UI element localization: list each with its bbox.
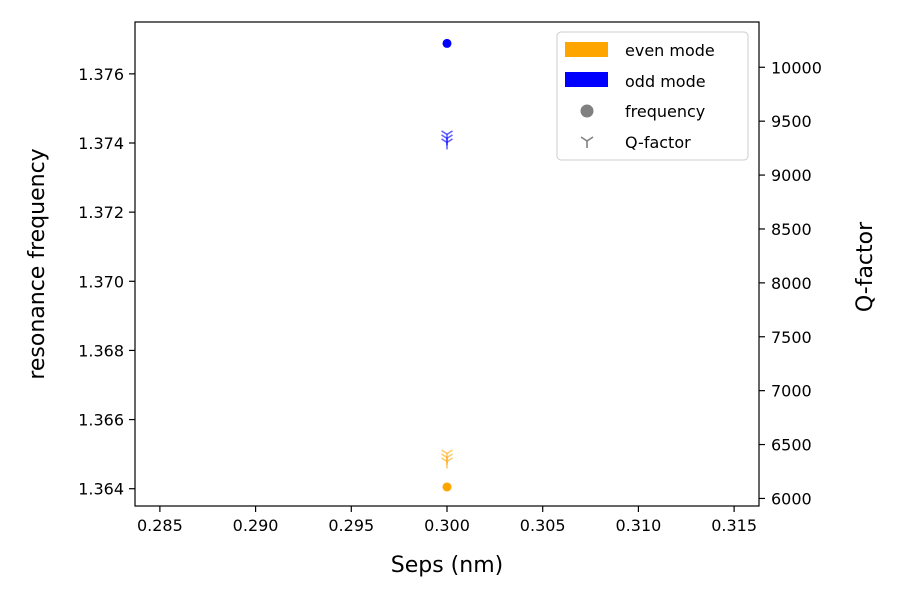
y-tick-label: 1.364 xyxy=(78,480,124,499)
legend-swatch-odd-mode xyxy=(565,72,608,87)
y2-tick-label: 7500 xyxy=(771,328,812,347)
y2-tick-label: 9000 xyxy=(771,166,812,185)
y-tick-label: 1.376 xyxy=(78,65,124,84)
odd-mode-frequency-point xyxy=(442,38,452,48)
legend-swatch-even-mode xyxy=(565,42,608,57)
x-tick-label: 0.305 xyxy=(520,516,566,535)
y2-tick-label: 8000 xyxy=(771,274,812,293)
x-tick-label: 0.300 xyxy=(424,516,470,535)
y2-tick-label: 7000 xyxy=(771,382,812,401)
y2-tick-label: 10000 xyxy=(771,58,822,77)
data-marks xyxy=(441,38,453,492)
plot-frame xyxy=(134,21,760,507)
legend-box xyxy=(556,31,749,161)
y-tick-label: 1.366 xyxy=(78,411,124,430)
legend-marker-frequency xyxy=(580,104,594,118)
y-axis-title: resonance frequency xyxy=(25,148,50,379)
y-tick-label: 1.370 xyxy=(78,272,124,291)
legend: even mode odd mode frequency Q-factor xyxy=(556,31,749,161)
even-mode-frequency-point xyxy=(442,482,452,492)
legend-marker-q-factor xyxy=(580,136,594,148)
y2-tick-label: 8500 xyxy=(771,220,812,239)
x-tick-label: 0.285 xyxy=(137,516,183,535)
odd-mode-q-factor-point xyxy=(441,130,453,150)
y2-tick-label: 6500 xyxy=(771,436,812,455)
legend-label-odd-mode: odd mode xyxy=(625,72,706,91)
y2-tick-label: 9500 xyxy=(771,112,812,131)
y-tick-label: 1.374 xyxy=(78,134,124,153)
x-tick-label: 0.310 xyxy=(616,516,662,535)
legend-label-even-mode: even mode xyxy=(625,41,715,60)
x-tick-label: 0.315 xyxy=(711,516,757,535)
legend-label-q-factor: Q-factor xyxy=(625,133,691,152)
x-axis-title: Seps (nm) xyxy=(391,553,503,578)
y-tick-label: 1.368 xyxy=(78,341,124,360)
y2-axis-title: Q-factor xyxy=(853,221,878,312)
x-tick-label: 0.290 xyxy=(233,516,279,535)
even-mode-q-factor-point xyxy=(441,449,453,469)
y2-tick-label: 6000 xyxy=(771,489,812,508)
legend-label-frequency: frequency xyxy=(625,102,705,121)
y-tick-label: 1.372 xyxy=(78,203,124,222)
y2-axis-ticks: 6000 6500 7000 7500 8000 8500 9000 9500 10000 xyxy=(759,58,822,508)
x-tick-label: 0.295 xyxy=(328,516,374,535)
y-axis-ticks: 1.364 1.366 1.368 1.370 1.372 1.374 1.376 xyxy=(78,65,135,499)
x-axis-ticks: 0.285 0.290 0.295 0.300 0.305 0.310 0.315 xyxy=(137,506,757,535)
